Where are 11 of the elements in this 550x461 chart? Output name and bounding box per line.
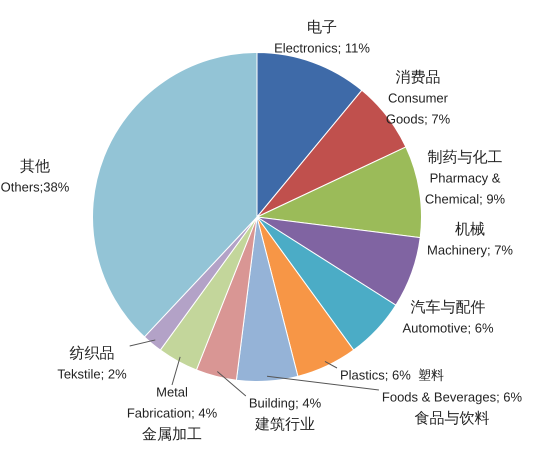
slice-label: Metal Fabrication; 4% 金属加工	[126, 384, 218, 443]
slice-label: 消费品 Consumer Goods; 7%	[386, 68, 451, 127]
slice-label: 机械 Machinery; 7%	[427, 220, 514, 258]
slice-label: 纺织品 Tekstile; 2%	[57, 344, 128, 382]
slice-label: 电子 Electronics; 11%	[274, 18, 370, 56]
slice-label: 制药与化工 Pharmacy & Chemical; 9%	[424, 148, 506, 207]
slice-label: 汽车与配件 Automotive; 6%	[402, 298, 494, 336]
slice-label: Building; 4% 建筑行业	[248, 396, 322, 433]
slice-label: Foods & Beverages; 6% 食品与饮料	[382, 390, 523, 427]
slice-label: Plastics; 6% 塑料	[340, 368, 444, 383]
slice-label: 其他 Others;38%	[0, 156, 70, 195]
